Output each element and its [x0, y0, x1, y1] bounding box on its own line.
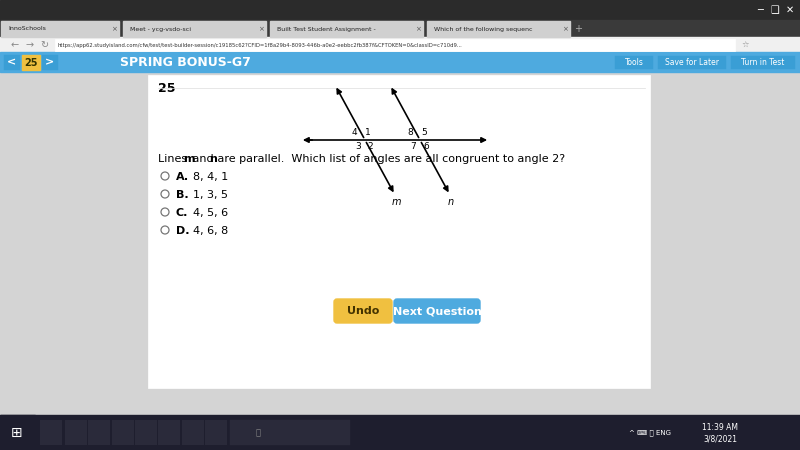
Text: Next Question: Next Question: [393, 306, 482, 316]
Text: 1: 1: [365, 128, 371, 137]
Text: ^ ⌨ 🔊 ENG: ^ ⌨ 🔊 ENG: [629, 430, 671, 436]
Text: ×: ×: [415, 26, 421, 32]
Text: ☆: ☆: [742, 40, 749, 50]
Bar: [658, 56, 726, 69]
Text: n: n: [209, 154, 217, 164]
Text: 4, 6, 8: 4, 6, 8: [193, 226, 228, 236]
Text: 5: 5: [421, 128, 427, 137]
Text: ×: ×: [562, 26, 568, 32]
Bar: [0, 415, 35, 450]
Text: Which of the following sequenc: Which of the following sequenc: [434, 27, 533, 32]
Bar: [22, 55, 40, 70]
Text: https://app62.studyisland.com/cfw/test/test-builder-session/c19185c62?CFID=1f8a2: https://app62.studyisland.com/cfw/test/t…: [58, 42, 462, 48]
Text: InnoSchools: InnoSchools: [8, 27, 46, 32]
FancyBboxPatch shape: [394, 299, 480, 323]
Bar: [88, 420, 110, 445]
Text: m: m: [183, 154, 194, 164]
Text: Meet - ycg-vsdo-sci: Meet - ycg-vsdo-sci: [130, 27, 191, 32]
Text: 1, 3, 5: 1, 3, 5: [193, 190, 228, 200]
Text: B.: B.: [176, 190, 189, 200]
Text: 11:39 AM: 11:39 AM: [702, 423, 738, 432]
Bar: [40, 420, 62, 445]
Text: 8, 4, 1: 8, 4, 1: [193, 172, 228, 182]
Text: n: n: [448, 197, 454, 207]
Text: →: →: [26, 40, 34, 50]
Text: C.: C.: [176, 208, 188, 218]
Text: Turn in Test: Turn in Test: [742, 58, 785, 67]
Text: ✕: ✕: [786, 5, 794, 15]
Bar: [230, 420, 350, 445]
Bar: [135, 420, 157, 445]
Bar: [427, 21, 570, 37]
Bar: [148, 75, 650, 388]
Text: ❑: ❑: [770, 5, 779, 15]
Bar: [0, 37, 800, 52]
Bar: [0, 20, 800, 37]
Text: 4: 4: [351, 128, 357, 137]
Text: 🔍: 🔍: [255, 428, 261, 437]
Text: D.: D.: [176, 226, 190, 236]
Text: 25: 25: [24, 58, 38, 68]
Bar: [4, 55, 20, 70]
Bar: [205, 420, 227, 445]
Bar: [65, 420, 87, 445]
Text: m: m: [391, 197, 401, 207]
Text: ×: ×: [258, 26, 264, 32]
Bar: [270, 21, 423, 37]
Text: ─: ─: [757, 5, 763, 15]
Text: Tools: Tools: [625, 58, 643, 67]
Bar: [0, 0, 800, 20]
Text: ↻: ↻: [40, 40, 48, 50]
Text: 3/8/2021: 3/8/2021: [703, 435, 737, 444]
Text: >: >: [46, 58, 54, 68]
Text: 3: 3: [355, 142, 361, 151]
Bar: [123, 21, 266, 37]
Text: <: <: [7, 58, 17, 68]
Text: A.: A.: [176, 172, 189, 182]
Text: 25: 25: [158, 82, 175, 95]
Text: and: and: [189, 154, 217, 164]
Text: ←: ←: [11, 40, 19, 50]
Bar: [0, 52, 800, 72]
Text: SPRING BONUS-G7: SPRING BONUS-G7: [120, 56, 251, 69]
Bar: [55, 39, 735, 51]
Text: ×: ×: [111, 26, 117, 32]
Text: 4, 5, 6: 4, 5, 6: [193, 208, 228, 218]
Text: Lines: Lines: [158, 154, 190, 164]
Text: Undo: Undo: [347, 306, 379, 316]
Text: are parallel.  Which list of angles are all congruent to angle 2?: are parallel. Which list of angles are a…: [214, 154, 565, 164]
FancyBboxPatch shape: [334, 299, 392, 323]
Bar: [158, 420, 180, 445]
Text: 2: 2: [367, 142, 373, 151]
Text: 7: 7: [410, 142, 416, 151]
Bar: [42, 55, 58, 70]
Bar: [731, 56, 795, 69]
Text: ⊞: ⊞: [11, 426, 23, 440]
Bar: [615, 56, 653, 69]
Bar: [0, 415, 800, 450]
Text: Built Test Student Assignment -: Built Test Student Assignment -: [277, 27, 376, 32]
Bar: [182, 420, 204, 445]
Text: +: +: [574, 24, 582, 34]
Bar: [112, 420, 134, 445]
Text: Save for Later: Save for Later: [665, 58, 719, 67]
Text: 6: 6: [423, 142, 429, 151]
Text: 8: 8: [407, 128, 413, 137]
Bar: [1, 21, 119, 37]
